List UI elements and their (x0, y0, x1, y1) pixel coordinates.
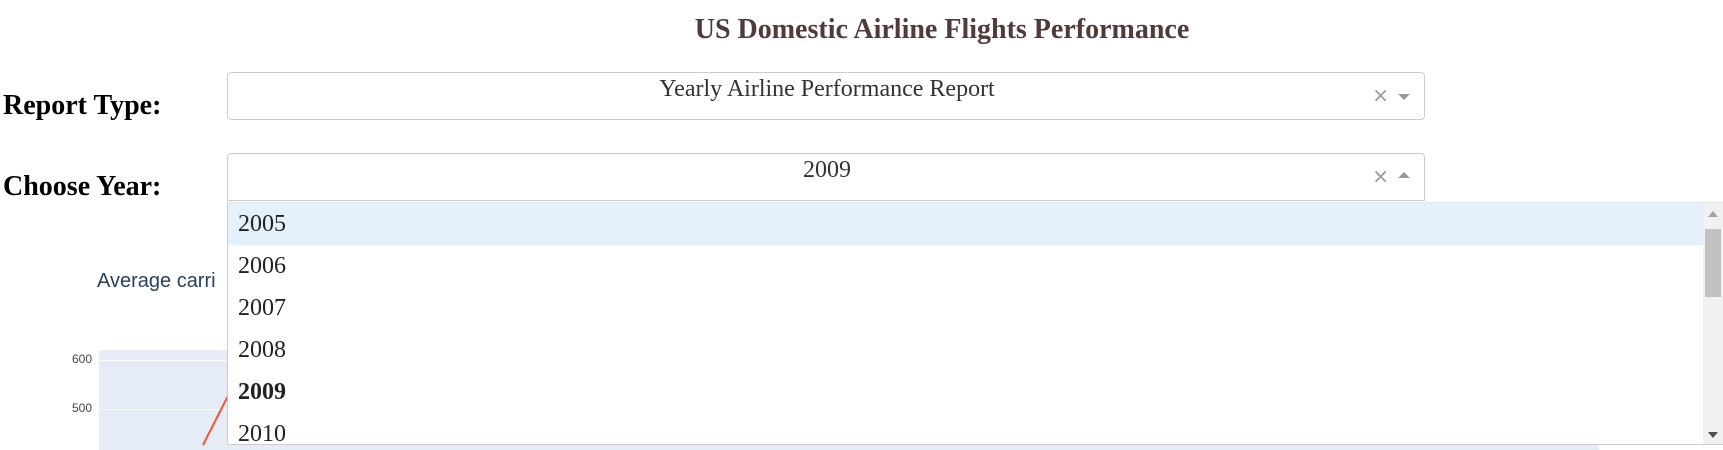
year-menu: 2005 2006 2007 2008 2009 2010 (227, 202, 1723, 445)
year-option-2009[interactable]: 2009 (238, 379, 286, 405)
year-value: 2009 (803, 157, 851, 183)
year-option-2006[interactable]: 2006 (238, 253, 286, 279)
y-tick-500: 500 (72, 401, 93, 415)
chevron-up-icon[interactable] (1398, 172, 1410, 178)
year-option-2007[interactable]: 2007 (238, 295, 286, 321)
page-title: US Domestic Airline Flights Performance (694, 14, 1190, 45)
scroll-down-icon[interactable] (1708, 432, 1718, 438)
scrollbar[interactable] (1703, 203, 1723, 444)
report-type-label: Report Type: (3, 90, 162, 121)
scrollbar-thumb[interactable] (1705, 229, 1721, 297)
choose-year-label: Choose Year: (3, 171, 162, 202)
year-clear-icon[interactable]: × (1372, 164, 1389, 188)
scroll-up-icon[interactable] (1708, 211, 1718, 217)
report-type-value: Yearly Airline Performance Report (659, 76, 995, 102)
chevron-down-icon[interactable] (1398, 94, 1410, 100)
year-option-2010[interactable]: 2010 (238, 421, 286, 445)
year-option-2005[interactable]: 2005 (228, 203, 1703, 245)
report-type-dropdown[interactable]: Yearly Airline Performance Report × (227, 72, 1425, 120)
chart-trace (202, 389, 232, 446)
y-tick-600: 600 (72, 352, 93, 366)
report-type-clear-icon[interactable]: × (1372, 83, 1389, 107)
year-dropdown[interactable]: 2009 × (227, 153, 1425, 201)
chart-title: Average carri (97, 270, 216, 292)
year-option-2008[interactable]: 2008 (238, 337, 286, 363)
trace-line (202, 389, 232, 446)
